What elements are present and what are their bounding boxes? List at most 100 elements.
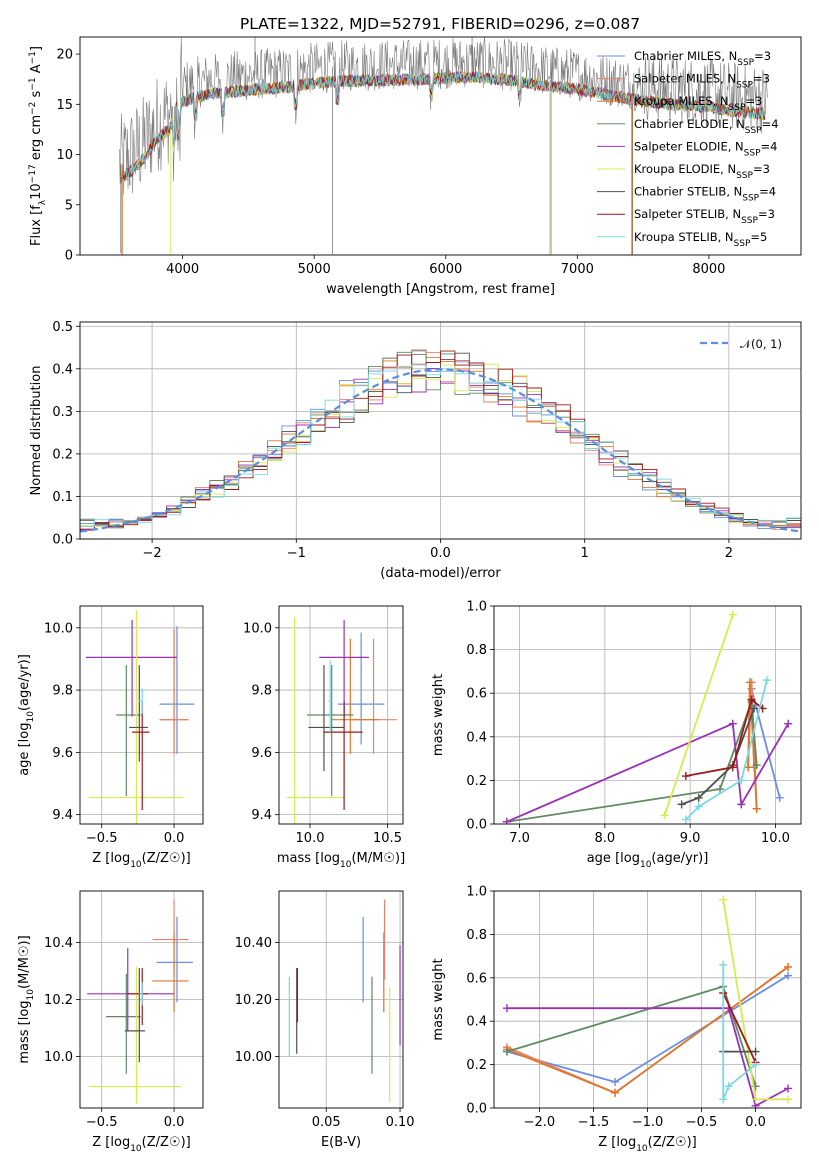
errorbar-point xyxy=(159,626,195,754)
label-part: 10 xyxy=(340,860,352,870)
y-axis-label: Flux [fλ10−17 erg cm−2 s−1 A−1] xyxy=(28,46,48,246)
x-axis-label: Z [log10(Z/Z☉)] xyxy=(598,1135,696,1154)
weight-marker xyxy=(681,772,690,781)
weight-marker xyxy=(752,804,761,813)
y-tick-label: 9.8 xyxy=(251,684,272,699)
weight-marker xyxy=(728,763,737,772)
y-axis-label: mass weight xyxy=(431,958,446,1040)
normal-curve xyxy=(80,368,801,533)
weight-marker xyxy=(750,704,759,713)
x-axis-label: Z [log10(Z/Z☉)] xyxy=(92,851,190,870)
label-part: SSP xyxy=(744,148,761,158)
weight-line xyxy=(506,722,789,823)
weight-marker xyxy=(784,1095,793,1104)
label-part: (Z/Z☉)] xyxy=(142,1135,191,1150)
label-part: Salpeter ELODIE, N xyxy=(634,139,744,153)
legend-label: Kroupa ELODIE, NSSP=3 xyxy=(634,162,770,181)
weight-marker xyxy=(751,1047,760,1056)
plot-area xyxy=(87,899,193,1104)
label-part: E(B-V) xyxy=(321,1135,361,1150)
x-tick-label: −2.0 xyxy=(524,1115,556,1130)
charts-layer: 4000 5000 6000 7000 8000 0 5 10 15 20 wavelength [… xyxy=(17,36,802,1154)
x-tick-label: 7000 xyxy=(561,262,594,277)
x-tick-label: 0.05 xyxy=(312,1115,341,1130)
x-axis-label: wavelength [Angstrom, rest frame] xyxy=(326,282,555,297)
errorbar-point xyxy=(159,629,189,754)
gridlines xyxy=(80,606,203,824)
x-axis-label: Z [log10(Z/Z☉)] xyxy=(92,1135,190,1154)
gridlines xyxy=(494,890,801,1109)
axes-frame xyxy=(79,605,204,825)
panel-age-vs-mass: 10.0 10.5 9.4 9.6 9.8 10.0 mass [log10(M/M☉)] xyxy=(243,605,405,870)
y-tick-label: 0 xyxy=(65,249,73,264)
y-tick-label: 9.8 xyxy=(52,684,73,699)
y-tick-label: 0.3 xyxy=(52,405,73,420)
label-part: SSP xyxy=(736,81,753,91)
y-tick-label: 10.0 xyxy=(243,621,272,636)
weight-marker xyxy=(611,1077,620,1086)
y-tick-label: 0.2 xyxy=(466,774,487,789)
label-part: SSP xyxy=(737,58,754,68)
y-tick-label: 0.2 xyxy=(466,1058,487,1073)
y-tick-label: 0.4 xyxy=(466,730,487,745)
gridlines xyxy=(279,891,403,1108)
label-part: Chabrier STELIB, N xyxy=(634,185,742,199)
axes-frame xyxy=(79,890,204,1109)
label-part: −1 xyxy=(28,77,38,90)
label-part: erg cm xyxy=(29,115,44,164)
weight-marker xyxy=(784,1084,793,1093)
label-part: mass weight xyxy=(431,674,446,756)
x-tick-label: 2 xyxy=(725,546,733,561)
label-part: SSP xyxy=(736,171,753,181)
weight-line xyxy=(663,614,734,816)
label-part: mass [log xyxy=(17,1000,32,1063)
weight-line xyxy=(685,679,768,821)
y-tick-label: 0.6 xyxy=(466,971,487,986)
weight-marker xyxy=(660,811,669,820)
weight-marker xyxy=(677,800,686,809)
label-part: Z [log xyxy=(92,851,130,866)
label-part: SSP xyxy=(729,103,746,113)
histogram-step xyxy=(80,350,801,531)
errorbar-point xyxy=(331,638,379,754)
label-part: (Z/Z☉)] xyxy=(142,851,191,866)
spectrum-data-line xyxy=(119,37,769,195)
panel-age-vs-Z: −0.5 0.09.49.69.810.0Z [log10(Z/Z☉)]age [… xyxy=(17,605,204,870)
weight-marker xyxy=(502,817,511,824)
label-part: =4 xyxy=(759,185,776,199)
x-axis-label: mass [log10(M/M☉)] xyxy=(277,851,405,870)
label-part: =5 xyxy=(750,230,767,244)
label-part: Chabrier MILES, N xyxy=(634,49,737,63)
x-tick-label: 0.10 xyxy=(386,1115,415,1130)
label-part: Z [log xyxy=(598,1135,636,1150)
legend-label: Chabrier STELIB, NSSP=4 xyxy=(634,185,776,204)
errorbar-point xyxy=(132,700,150,810)
x-tick-label: 1 xyxy=(581,546,589,561)
label-part: mass [log xyxy=(277,851,340,866)
x-tick-label: 0.0 xyxy=(745,1115,766,1130)
label-part: Kroupa ELODIE, N xyxy=(634,162,736,176)
panel-mass-vs-ebv: 0.05 0.10 10.00 10.20 10.40 E(B-V) xyxy=(235,890,415,1150)
label-part: Kroupa STELIB, N xyxy=(634,230,734,244)
x-tick-label: −1.0 xyxy=(632,1115,664,1130)
errorbar-point xyxy=(137,688,143,714)
x-tick-label: 5000 xyxy=(298,262,331,277)
y-tick-label: 0.0 xyxy=(466,818,487,833)
axes-frame xyxy=(278,605,404,825)
axes-frame xyxy=(278,890,404,1109)
x-tick-label: −1.5 xyxy=(578,1115,610,1130)
label-part: =3 xyxy=(745,94,762,108)
weight-marker xyxy=(728,610,737,619)
plot-area xyxy=(286,616,397,824)
y-tick-label: 9.4 xyxy=(52,808,73,823)
weight-marker xyxy=(724,1082,733,1091)
legend-label: Kroupa STELIB, NSSP=5 xyxy=(634,230,767,249)
y-tick-label: 0.0 xyxy=(52,533,73,548)
label-part: =3 xyxy=(758,207,775,221)
weight-marker xyxy=(611,1088,620,1097)
weight-marker xyxy=(784,719,793,728)
errorbar-point xyxy=(328,660,332,733)
x-tick-label: 0.0 xyxy=(430,546,451,561)
label-part: −2 xyxy=(28,102,38,115)
errorbar-point xyxy=(88,610,183,824)
